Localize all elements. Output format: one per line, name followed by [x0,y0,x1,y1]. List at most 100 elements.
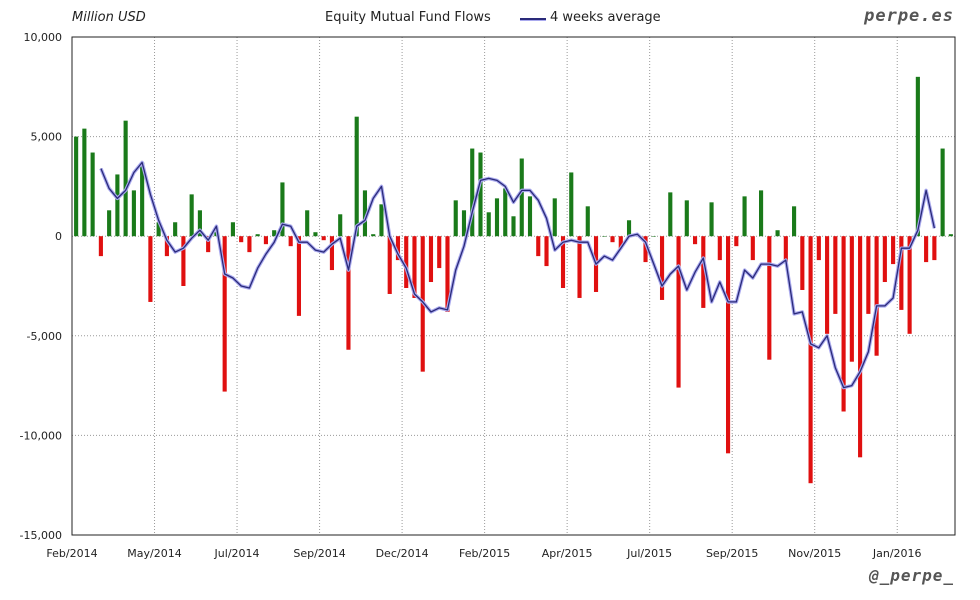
flow-bar [470,148,475,237]
x-tick-label: Feb/2014 [46,547,97,560]
flow-bar [858,236,863,458]
flow-bar [263,236,268,245]
flow-bar [428,236,434,283]
flow-bar [668,192,673,237]
flow-bar [313,232,318,237]
flow-bar [527,196,533,237]
flow-bar [90,152,95,237]
flow-bar [948,234,953,237]
y-unit-label: Million USD [72,10,146,25]
flow-bar [379,204,384,237]
flow-bar [536,236,541,257]
flow-bar [940,148,945,237]
flow-bar [643,236,648,263]
flow-bar [445,236,450,312]
brand-watermark-top: perpe.es [864,6,954,26]
x-tick-label: Jan/2016 [872,547,922,560]
flow-bar [346,236,351,350]
y-tick-label: -10,000 [20,429,62,442]
flow-bar [717,236,722,261]
flow-bar [107,210,112,237]
flow-bar [148,236,153,302]
flow-bar [305,210,310,237]
flow-bar [734,236,739,247]
flow-bar [552,198,557,237]
flow-bar [825,236,830,334]
flow-bar [173,222,178,237]
flow-bar [618,236,623,249]
flow-bar [503,188,508,237]
x-tick-label: Sep/2014 [293,547,345,560]
flow-bar [783,236,788,263]
flow-bar [577,236,582,298]
flow-bar [932,236,937,261]
flow-bar [924,236,929,263]
flow-bar [222,236,227,392]
flow-bar [866,236,871,314]
flow-bar [412,236,417,298]
flow-bar [189,194,194,237]
flow-bar [140,162,145,237]
y-tick-label: -5,000 [27,330,62,343]
x-tick-label: Apr/2015 [542,547,593,560]
flow-bar [280,182,285,237]
flow-bar [891,236,896,265]
flow-bar [98,236,103,257]
x-tick-label: Jul/2014 [214,547,260,560]
flow-bar [131,190,136,237]
flow-bar [651,236,656,237]
flow-bar [610,236,615,243]
flow-bar [709,202,714,237]
flow-bar [659,236,665,300]
flow-bar [759,190,764,237]
flow-bar [255,234,260,237]
flow-bar [74,136,79,237]
flow-bar [494,198,500,237]
flow-bar [915,76,920,237]
flow-bar [899,236,904,310]
x-tick-label: Dec/2014 [376,547,429,560]
flow-bar [404,236,409,288]
flow-bar [338,214,343,237]
flow-bar [849,236,854,362]
flow-bar [82,128,87,237]
flow-bar [395,236,401,261]
flow-bar [701,236,706,308]
x-tick-label: May/2014 [127,547,181,560]
y-tick-label: 5,000 [31,131,63,144]
flow-bar [585,206,590,237]
y-tick-label: -15,000 [20,529,62,542]
flow-bar [907,236,912,334]
flow-bar [750,236,755,261]
flow-bar [453,200,458,237]
flow-bar [478,152,483,237]
legend-line-swatch [520,18,546,20]
flow-bar [437,236,442,269]
flow-bar [742,196,747,237]
flow-bar [767,236,772,360]
flow-bar [362,190,368,237]
flow-bar [676,236,681,388]
legend-label: 4 weeks average [550,10,661,25]
x-tick-label: Feb/2015 [459,547,510,560]
flow-bar [164,236,169,257]
flow-bar [841,236,846,412]
chart-title: Equity Mutual Fund Flows [325,10,491,25]
flow-bar [626,220,632,237]
flow-bar [800,236,805,290]
flow-bar [387,236,392,294]
flow-bar [544,236,549,267]
x-tick-label: Jul/2015 [626,547,672,560]
flow-bar [197,210,202,237]
average-line [100,161,936,389]
flow-bar [816,236,821,261]
flow-bar [519,158,524,237]
flow-bar [230,222,235,237]
flow-bar [874,236,879,356]
flow-bar [296,236,302,316]
flow-bar [123,120,128,237]
x-tick-label: Nov/2015 [788,547,841,560]
flow-bar [321,236,326,241]
